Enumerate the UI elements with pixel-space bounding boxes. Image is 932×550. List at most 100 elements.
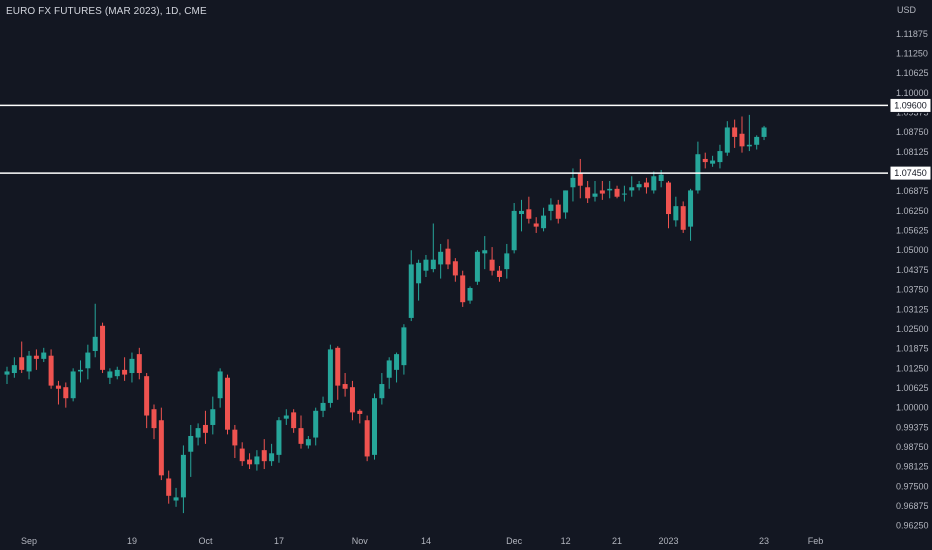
candle-up: [327, 349, 333, 403]
candle-up: [570, 177, 576, 188]
candle-up: [254, 456, 260, 465]
candle-up: [129, 358, 135, 374]
candle-down: [585, 187, 591, 199]
candle-up: [511, 210, 517, 251]
candle-down: [445, 248, 451, 265]
candle-down: [614, 188, 620, 197]
candle-down: [55, 385, 61, 389]
candle-down: [261, 450, 267, 462]
y-tick-label: 1.00000: [896, 403, 929, 413]
candle-up: [423, 259, 429, 271]
candle-up: [180, 454, 186, 498]
candle-up: [658, 174, 664, 181]
candle-up: [548, 204, 554, 211]
candle-up: [416, 262, 422, 284]
candle-down: [298, 428, 304, 444]
candle-down: [33, 355, 39, 359]
candle-up: [754, 136, 760, 145]
candle-up: [474, 251, 480, 282]
candle-up: [519, 210, 524, 215]
price-label-box: [889, 97, 932, 113]
candle-up: [217, 371, 223, 399]
candle-up: [78, 369, 83, 372]
candle-up: [724, 127, 730, 153]
candle-up: [746, 144, 752, 147]
candle-up: [379, 384, 385, 399]
x-tick-label: Sep: [21, 536, 37, 546]
y-tick-label: 1.01250: [896, 363, 929, 373]
y-tick-label: 1.05625: [896, 226, 929, 236]
candle-down: [342, 384, 348, 389]
candle-up: [629, 187, 635, 191]
candle-up: [41, 352, 47, 359]
y-tick-label: 1.06250: [896, 206, 929, 216]
candle-up: [372, 398, 377, 455]
y-tick-label: 1.01875: [896, 344, 929, 354]
candle-up: [188, 435, 194, 452]
candle-down: [349, 387, 355, 413]
candle-down: [48, 355, 54, 386]
y-tick-label: 1.08125: [896, 147, 929, 157]
x-tick-label: Feb: [808, 536, 824, 546]
candle-up: [688, 190, 694, 227]
candle-down: [732, 127, 738, 137]
y-tick-label: 1.10625: [896, 68, 929, 78]
candle-down: [489, 259, 495, 271]
x-tick-label: 21: [612, 536, 622, 546]
candle-down: [136, 354, 142, 374]
candle-down: [122, 369, 128, 375]
candle-up: [276, 420, 282, 455]
y-tick-label: 0.98125: [896, 462, 929, 472]
candle-down: [555, 204, 561, 219]
y-tick-label: 1.11250: [896, 48, 928, 58]
y-tick-label: 1.10000: [896, 88, 929, 98]
x-tick-label: 14: [421, 536, 431, 546]
candle-up: [70, 371, 76, 399]
y-tick-label: 1.02500: [896, 324, 929, 334]
candle-down: [702, 158, 708, 163]
candle-up: [26, 355, 32, 372]
y-tick-label: 1.04375: [896, 265, 929, 275]
candle-up: [636, 184, 642, 188]
candle-up: [305, 439, 311, 446]
y-tick-label: 1.03125: [896, 304, 929, 314]
candle-down: [63, 387, 69, 399]
price-label: 1.09600: [894, 100, 927, 110]
x-tick-label: 12: [561, 536, 571, 546]
y-tick-label: 1.06875: [896, 186, 929, 196]
candle-up: [430, 259, 436, 270]
candle-down: [533, 223, 539, 227]
candle-up: [592, 193, 598, 197]
candle-up: [320, 402, 326, 411]
y-tick-label: 1.11875: [896, 29, 928, 39]
candle-up: [173, 497, 179, 501]
y-tick-label: 0.98750: [896, 442, 929, 452]
currency-label: USD: [897, 5, 917, 15]
candle-up: [386, 360, 392, 378]
y-tick-label: 1.00625: [896, 383, 929, 393]
x-tick-label: 2023: [658, 536, 678, 546]
candle-down: [151, 409, 157, 429]
candle-up: [283, 415, 289, 419]
candle-up: [313, 410, 319, 438]
candle-down: [225, 377, 230, 430]
x-tick-label: Nov: [352, 536, 369, 546]
candle-down: [247, 459, 253, 465]
x-tick-label: 19: [127, 536, 137, 546]
candle-up: [210, 409, 216, 425]
candle-up: [563, 190, 569, 213]
candle-down: [364, 420, 370, 457]
candle-down: [452, 261, 458, 276]
candle-down: [577, 173, 583, 186]
candle-down: [526, 209, 532, 219]
candle-up: [269, 453, 275, 462]
candle-up: [651, 176, 657, 191]
x-tick-label: 17: [274, 536, 284, 546]
candle-up: [114, 369, 120, 377]
candle-down: [357, 410, 363, 414]
candle-up: [408, 264, 414, 318]
candle-up: [607, 188, 613, 191]
chart-title: EURO FX FUTURES (MAR 2023), 1D, CME: [6, 6, 207, 17]
